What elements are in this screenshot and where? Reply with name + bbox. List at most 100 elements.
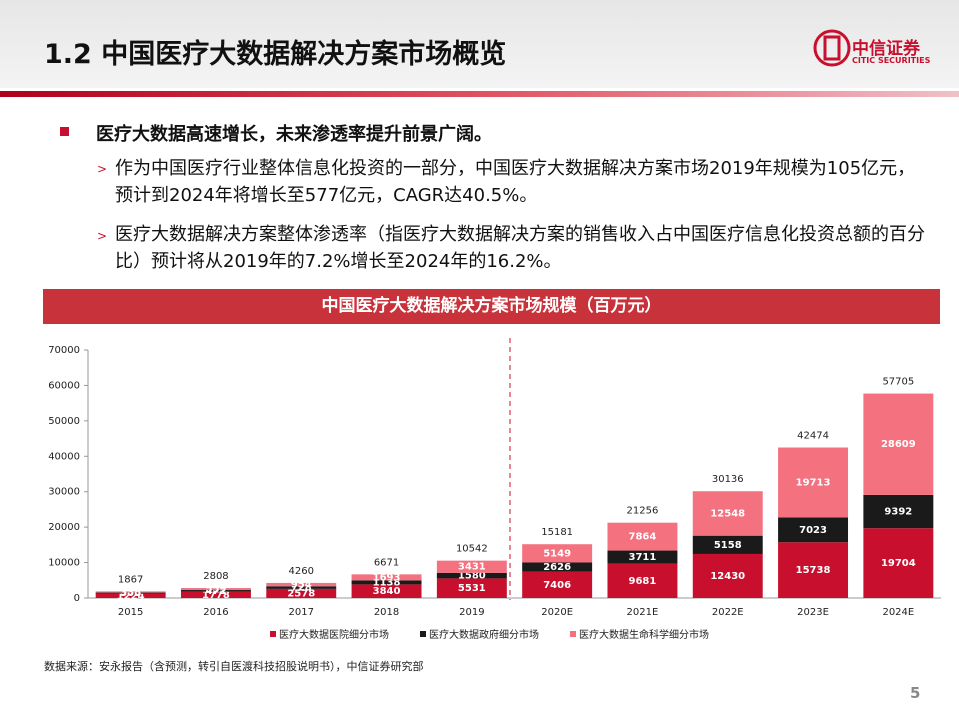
y-tick-label: 0	[74, 593, 80, 604]
value-label: 15738	[796, 565, 831, 576]
y-tick-label: 40000	[48, 451, 80, 462]
bar-segment	[522, 544, 593, 563]
value-label: 9392	[884, 507, 912, 518]
x-tick-label: 2024E	[882, 607, 914, 618]
slide-title: 1.2 中国医疗大数据解决方案市场概览	[44, 39, 507, 70]
chart-title: 中国医疗大数据解决方案市场规模（百万元）	[43, 289, 940, 324]
bar-segment	[778, 517, 849, 543]
value-label: 471	[206, 586, 227, 597]
x-tick-label: 2015	[118, 607, 143, 618]
legend-label: 医疗大数据政府细分市场	[429, 628, 539, 641]
bar-segment	[522, 571, 593, 598]
value-label: 728	[291, 583, 312, 594]
value-label: 3431	[458, 562, 486, 573]
bar-segment	[180, 590, 251, 592]
value-label: 7023	[799, 525, 827, 536]
value-label: 5158	[714, 540, 742, 551]
x-tick-label: 2016	[203, 607, 228, 618]
bar-segment	[607, 522, 678, 551]
bar-segment	[607, 550, 678, 564]
header-band	[0, 0, 959, 88]
value-label: 305	[120, 588, 141, 599]
legend-label: 医疗大数据医院细分市场	[279, 628, 389, 641]
value-label: 28609	[881, 439, 916, 450]
x-tick-label: 2023E	[797, 607, 829, 618]
value-label: 5149	[543, 548, 571, 559]
bar-segment	[351, 574, 422, 581]
value-label: 954	[291, 580, 312, 591]
bar-segment	[778, 447, 849, 518]
bar-segment	[180, 588, 251, 591]
bar-segment	[863, 393, 934, 495]
total-label: 30136	[712, 474, 744, 485]
value-label: 1224	[117, 591, 145, 602]
legend-swatch	[270, 631, 276, 637]
value-label: 559	[206, 584, 227, 595]
bar-segment	[266, 582, 337, 587]
value-label: 2578	[287, 588, 315, 599]
logo-subtext: CITIC SECURITIES	[852, 56, 931, 65]
x-tick-label: 2019	[459, 607, 484, 618]
x-tick-label: 2021E	[627, 607, 659, 618]
bar-segment	[863, 528, 934, 598]
value-label: 9681	[629, 576, 657, 587]
x-tick-label: 2022E	[712, 607, 744, 618]
y-tick-label: 70000	[48, 345, 80, 356]
legend-swatch	[420, 631, 426, 637]
total-label: 57705	[882, 377, 914, 388]
bar-segment	[266, 586, 337, 589]
x-tick-label: 2018	[374, 607, 399, 618]
value-label: 3840	[373, 586, 401, 597]
bar-segment	[522, 562, 593, 572]
bar-segment	[95, 592, 166, 594]
bar-segment	[436, 560, 507, 573]
bar-segment	[180, 591, 251, 598]
value-label: 3711	[629, 552, 657, 563]
legend-swatch	[570, 631, 576, 637]
total-label: 6671	[374, 557, 399, 568]
total-label: 21256	[627, 506, 659, 517]
bar-segment	[692, 553, 763, 598]
value-label: 2626	[543, 562, 571, 573]
bar-segment	[863, 494, 934, 529]
x-tick-label: 2020E	[541, 607, 573, 618]
sub-bullet: 作为中国医疗行业整体信息化投资的一部分，中国医疗大数据解决方案市场2019年规模…	[115, 158, 916, 206]
source-note: 数据来源：安永报告（含预测，转引自医渡科技招股说明书），中信证券研究部	[44, 660, 424, 673]
bar-segment	[95, 591, 166, 593]
value-label: 338	[120, 587, 141, 598]
bar-segment	[351, 580, 422, 585]
value-label: 1580	[458, 571, 486, 582]
bar-segment	[266, 588, 337, 598]
bar-segment	[436, 572, 507, 579]
total-label: 2808	[203, 571, 228, 582]
y-tick-label: 10000	[48, 558, 80, 569]
bar-segment	[778, 542, 849, 598]
total-label: 10542	[456, 544, 488, 555]
bullet-marker	[60, 127, 69, 136]
bar-segment	[95, 593, 166, 598]
value-label: 12548	[710, 508, 745, 519]
y-tick-label: 30000	[48, 487, 80, 498]
value-label: 1693	[373, 572, 401, 583]
y-tick-label: 60000	[48, 380, 80, 391]
y-tick-label: 20000	[48, 522, 80, 533]
page-number: 5	[910, 684, 921, 702]
value-label: 19713	[796, 477, 831, 488]
sub-marker: >	[97, 162, 108, 176]
value-label: 1778	[202, 590, 230, 601]
total-label: 15181	[541, 527, 573, 538]
legend-label: 医疗大数据生命科学细分市场	[579, 628, 709, 641]
bar-segment	[436, 578, 507, 598]
total-label: 1867	[118, 574, 143, 585]
total-label: 42474	[797, 431, 829, 442]
value-label: 1138	[373, 577, 401, 588]
sub-bullet: 医疗大数据解决方案整体渗透率（指医疗大数据解决方案的销售收入占中国医疗信息化投资…	[115, 224, 925, 272]
logo-text: 中信证券	[852, 39, 920, 59]
header-rule	[0, 91, 959, 97]
value-label: 19704	[881, 558, 916, 569]
value-label: 12430	[710, 571, 745, 582]
bar-segment	[351, 584, 422, 598]
value-label: 5531	[458, 583, 486, 594]
